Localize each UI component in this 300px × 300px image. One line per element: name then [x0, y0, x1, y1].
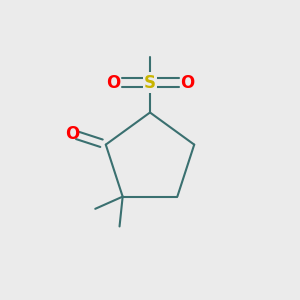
Text: O: O — [65, 125, 79, 143]
Text: O: O — [180, 74, 194, 92]
Text: O: O — [106, 74, 120, 92]
Text: S: S — [144, 74, 156, 92]
